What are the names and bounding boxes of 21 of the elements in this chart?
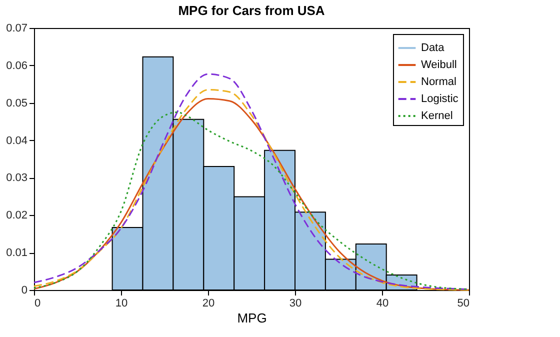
legend-label: Kernel [421,110,453,122]
x-tick-label: 0 [34,298,41,310]
x-tick-label: 10 [115,298,128,310]
legend-label: Weibull [421,59,457,71]
chart-title: MPG for Cars from USA [178,3,326,18]
legend-label: Normal [421,76,456,88]
y-tick-label: 0.02 [6,210,28,222]
x-tick-label: 20 [202,298,215,310]
x-tick-label: 50 [457,298,470,310]
legend-label: Logistic [421,93,459,105]
x-tick-label: 30 [289,298,302,310]
y-tick-label: 0 [21,284,28,296]
x-axis-title: MPG [237,310,267,326]
legend-label: Data [421,42,446,54]
x-tick-label: 40 [376,298,389,310]
y-tick-label: 0.03 [6,172,28,184]
y-tick-label: 0.07 [6,22,28,34]
y-tick-label: 0.06 [6,60,28,72]
y-tick-label: 0.05 [6,97,28,110]
y-tick-label: 0.01 [6,247,28,260]
y-tick-label: 0.04 [6,134,28,147]
